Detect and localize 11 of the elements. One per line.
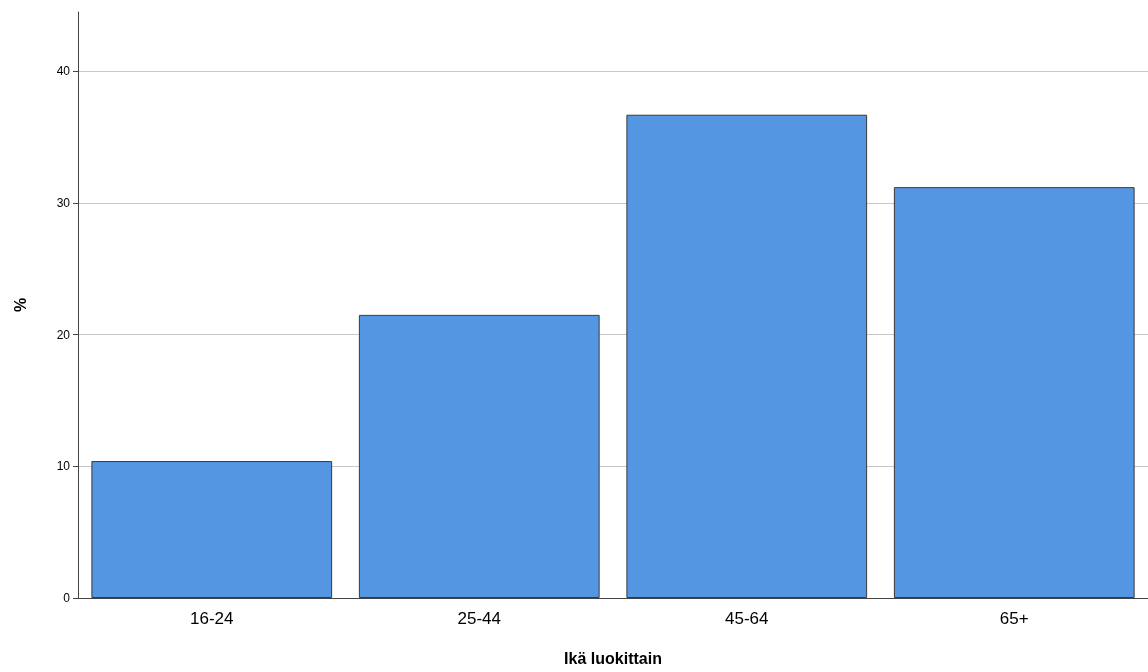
y-tick-label: 20	[56, 327, 71, 342]
x-tick-label: 65+	[999, 609, 1029, 628]
x-tick-label: 45-64	[725, 609, 769, 628]
x-tick-label: 16-24	[190, 609, 234, 628]
x-tick-label: 25-44	[457, 609, 501, 628]
y-tick-label: 30	[56, 195, 71, 210]
y-tick-label: 0	[63, 591, 71, 605]
y-axis-title: %	[11, 297, 29, 313]
x-axis-title: Ikä luokittain	[564, 649, 662, 667]
y-tick-label: 40	[56, 64, 71, 79]
y-tick-label: 10	[56, 459, 71, 474]
